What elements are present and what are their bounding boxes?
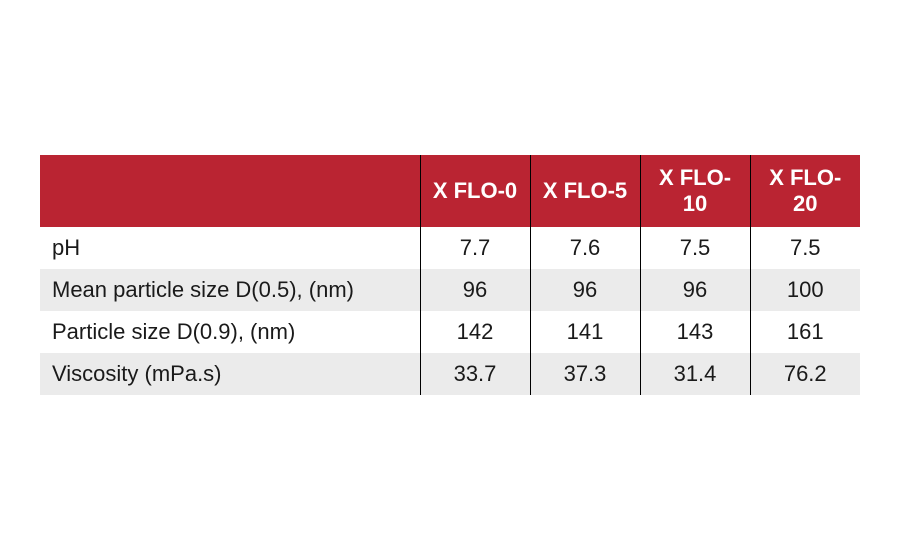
cell: 100 [750,269,860,311]
header-col-2: X FLO-10 [640,155,750,227]
cell: 143 [640,311,750,353]
cell: 76.2 [750,353,860,395]
cell: 7.5 [750,227,860,269]
table-row: Viscosity (mPa.s) 33.7 37.3 31.4 76.2 [40,353,860,395]
cell: 37.3 [530,353,640,395]
cell: 96 [420,269,530,311]
cell: 7.7 [420,227,530,269]
cell: 141 [530,311,640,353]
row-label: Viscosity (mPa.s) [40,353,420,395]
cell: 96 [640,269,750,311]
row-label: Mean particle size D(0.5), (nm) [40,269,420,311]
cell: 142 [420,311,530,353]
cell: 31.4 [640,353,750,395]
table-row: Particle size D(0.9), (nm) 142 141 143 1… [40,311,860,353]
header-col-0: X FLO-0 [420,155,530,227]
page: X FLO-0 X FLO-5 X FLO-10 X FLO-20 pH 7.7… [0,0,900,550]
row-label: Particle size D(0.9), (nm) [40,311,420,353]
header-blank [40,155,420,227]
table-header-row: X FLO-0 X FLO-5 X FLO-10 X FLO-20 [40,155,860,227]
cell: 161 [750,311,860,353]
cell: 7.6 [530,227,640,269]
table-row: pH 7.7 7.6 7.5 7.5 [40,227,860,269]
header-col-3: X FLO-20 [750,155,860,227]
cell: 33.7 [420,353,530,395]
row-label: pH [40,227,420,269]
header-col-1: X FLO-5 [530,155,640,227]
cell: 7.5 [640,227,750,269]
table-row: Mean particle size D(0.5), (nm) 96 96 96… [40,269,860,311]
properties-table: X FLO-0 X FLO-5 X FLO-10 X FLO-20 pH 7.7… [40,155,860,395]
cell: 96 [530,269,640,311]
